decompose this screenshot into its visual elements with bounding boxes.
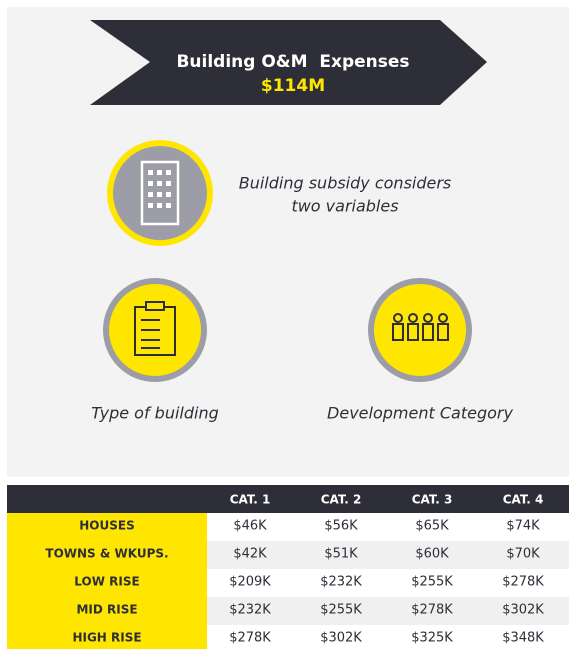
row-label-cell: [7, 625, 207, 649]
cell: $302K: [502, 603, 544, 618]
cell: $70K: [506, 547, 540, 562]
column-header: CAT. 2: [321, 493, 362, 507]
row-cell: [207, 569, 569, 597]
table-header: [7, 485, 569, 513]
cell: $46K: [233, 519, 267, 534]
cell: $60K: [415, 547, 449, 562]
variable-label: Development Category: [327, 404, 513, 423]
row-label: HIGH RISE: [72, 631, 141, 645]
banner: [90, 20, 487, 105]
cell: $232K: [320, 575, 362, 590]
cell: $302K: [320, 631, 362, 646]
cell: $65K: [415, 519, 449, 534]
cell: $232K: [229, 603, 271, 618]
row-label-cell: [7, 597, 207, 625]
table: CAT. 1 CAT. 2 CAT. 3 CAT. 4 HOUSES $46K $56K $6…: [7, 485, 569, 649]
building-icon: [107, 140, 213, 246]
cell: $51K: [324, 547, 358, 562]
cell: $325K: [411, 631, 453, 646]
cell: $42K: [233, 547, 267, 562]
row-label: LOW RISE: [74, 575, 139, 589]
banner-title: Building O&M Expenses: [176, 52, 409, 72]
cell: $209K: [229, 575, 271, 590]
intro-line: two variables: [291, 197, 398, 216]
row-label: TOWNS & WKUPS.: [45, 547, 168, 561]
row-cell: [207, 597, 569, 625]
column-header: CAT. 3: [412, 493, 453, 507]
row-cell: [207, 541, 569, 569]
variable-label: Type of building: [91, 404, 219, 423]
cell: $278K: [502, 575, 544, 590]
intro-line: Building subsidy considers: [239, 174, 452, 193]
column-header: CAT. 1: [230, 493, 271, 507]
row-cell: [207, 513, 569, 541]
cell: $278K: [411, 603, 453, 618]
cell: $255K: [320, 603, 362, 618]
people-icon: [368, 278, 472, 382]
cell: $56K: [324, 519, 358, 534]
cell: $255K: [411, 575, 453, 590]
row-label-cell: [7, 569, 207, 597]
row-cell: [207, 625, 569, 649]
cell: $278K: [229, 631, 271, 646]
cell: $348K: [502, 631, 544, 646]
row-label-cell: [7, 541, 207, 569]
row-label: HOUSES: [79, 519, 134, 533]
cell: $74K: [506, 519, 540, 534]
banner-amount: $114M: [261, 76, 325, 96]
column-header: CAT. 4: [503, 493, 544, 507]
clipboard-icon: [103, 278, 207, 382]
row-label-cell: [7, 513, 207, 541]
row-label: MID RISE: [76, 603, 137, 617]
